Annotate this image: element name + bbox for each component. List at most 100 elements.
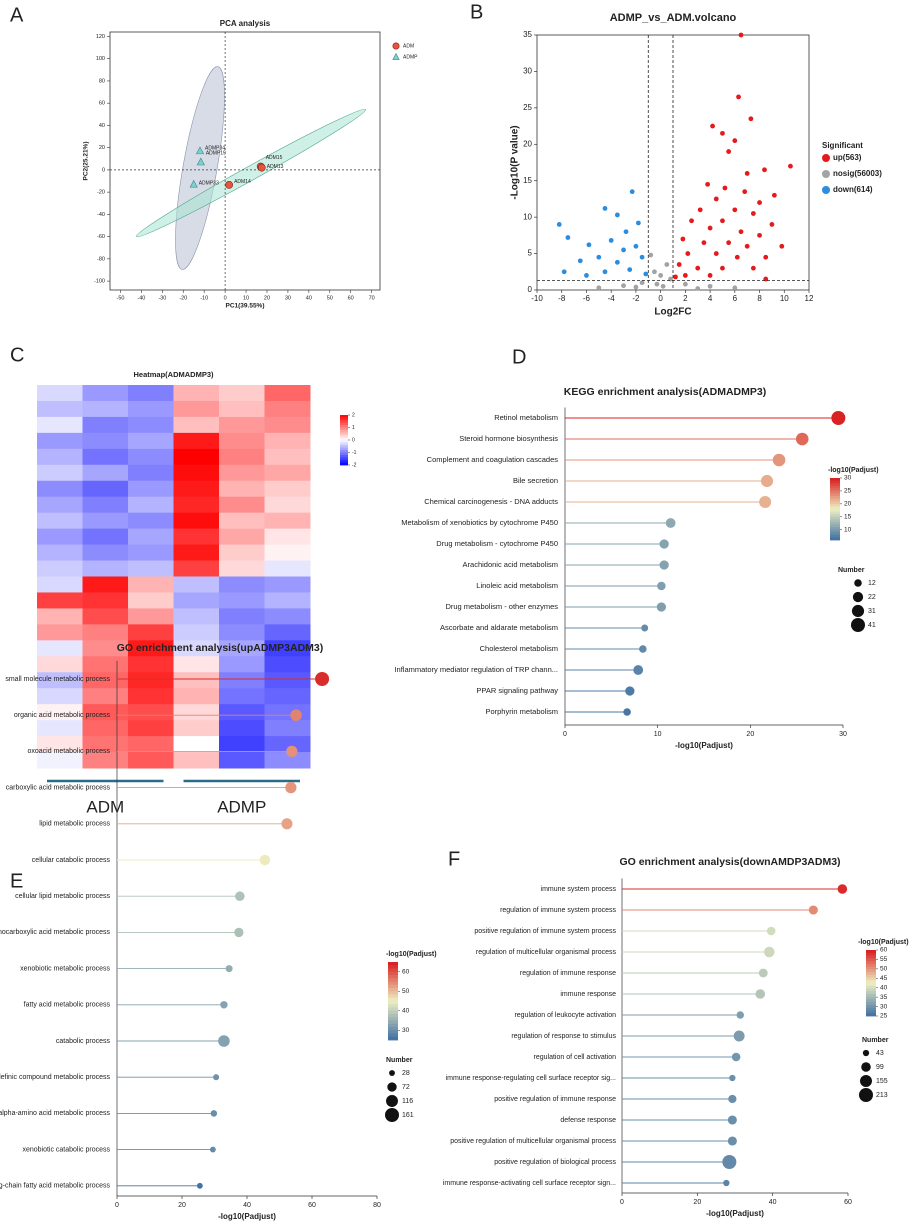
colorbar-segment: [866, 977, 876, 981]
category-label: lipid metabolic process: [39, 821, 110, 828]
colorbar-segment: [866, 1002, 876, 1006]
heatmap-cell: [219, 752, 265, 769]
y-tick-label: 15: [523, 176, 532, 185]
category-label: Porphyrin metabolism: [485, 707, 558, 716]
panel-letter: D: [512, 346, 526, 368]
heatmap-cell: [264, 656, 311, 673]
chart-title: GO enrichment analysis(upADMP3ADM3): [117, 642, 324, 654]
category-label: olefinic compound metabolic process: [0, 1074, 110, 1081]
colorbar-segment: [866, 994, 876, 998]
colorbar-segment: [866, 1010, 876, 1014]
category-label: Drug metabolism - cytochrome P450: [436, 539, 558, 548]
colorbar-segment: [388, 1030, 398, 1034]
x-axis-label: Log2FC: [654, 307, 691, 318]
heatmap-cell: [37, 448, 83, 466]
chart-title: GO enrichment analysis(downAMDP3ADM3): [619, 856, 840, 868]
heatmap-cell: [264, 416, 311, 434]
colorbar-segment: [830, 509, 840, 512]
lollipop-dot: [758, 968, 768, 978]
point: [734, 254, 740, 260]
point: [744, 243, 750, 249]
heatmap-cell: [128, 512, 174, 530]
colorbar-segment: [866, 966, 876, 970]
point-label: ADM14: [234, 179, 251, 185]
point: [660, 283, 666, 289]
point: [652, 269, 657, 275]
category-label: monocarboxylic acid metabolic process: [0, 929, 110, 936]
colorbar-segment: [866, 1007, 876, 1011]
heatmap-cell: [37, 736, 83, 753]
point: [695, 286, 701, 291]
x-tick-label: 60: [844, 1199, 852, 1206]
x-tick-label: 60: [308, 1202, 316, 1209]
legend-label: up(563): [833, 153, 862, 162]
heatmap-cell: [37, 672, 83, 689]
colorbar-segment: [340, 427, 348, 431]
heatmap-cell: [37, 656, 83, 673]
point: [664, 262, 670, 267]
heatmap-cell: [82, 592, 129, 609]
colorbar-tick-label: -2: [352, 462, 357, 468]
heatmap-cell: [219, 448, 265, 466]
group-label: ADMP: [217, 797, 266, 816]
category-label: oxoacid metabolic process: [28, 748, 111, 755]
heatmap-cell: [219, 416, 265, 434]
point: [763, 254, 769, 260]
heatmap-cell: [82, 656, 129, 673]
category-label: immune response: [560, 991, 616, 998]
category-label: positive regulation of multicellular org…: [450, 1138, 616, 1145]
colorbar-segment: [866, 969, 876, 973]
point: [695, 265, 701, 271]
colorbar-segment: [388, 962, 398, 966]
y-tick-label: 20: [99, 145, 105, 151]
colorbar-segment: [866, 980, 876, 984]
heatmap-cell: [173, 720, 220, 737]
lollipop-dot: [218, 1035, 230, 1047]
colorbar-segment: [388, 988, 398, 992]
point: [769, 222, 775, 227]
lollipop-dot: [659, 539, 669, 549]
heatmap-cell: [82, 385, 129, 402]
point: [623, 229, 629, 235]
point: [614, 259, 620, 265]
colorbar-segment: [388, 965, 398, 969]
confidence-ellipse: [136, 108, 366, 238]
colorbar-segment: [388, 1010, 398, 1015]
size-legend-label: 28: [402, 1070, 410, 1077]
lollipop-dot: [220, 1001, 228, 1009]
colorbar-segment: [388, 1017, 398, 1021]
colorbar-segment: [388, 1033, 398, 1038]
point: [771, 192, 777, 198]
lollipop-dot: [225, 965, 233, 973]
size-legend-title: Number: [862, 1037, 889, 1044]
colorbar-tick-label: -1: [352, 450, 357, 456]
colorbar-segment: [866, 974, 876, 978]
heatmap-cell: [82, 544, 129, 562]
x-tick-label: -30: [158, 295, 166, 301]
heatmap-cell: [173, 688, 220, 705]
category-label: carboxylic acid metabolic process: [6, 784, 111, 791]
colorbar-segment: [340, 417, 348, 421]
heatmap-cell: [82, 480, 129, 498]
point: [614, 212, 620, 218]
colorbar-tick-label: 60: [880, 947, 888, 954]
point: [680, 236, 686, 242]
category-label: Cholesterol metabolism: [480, 644, 558, 653]
heatmap-cell: [82, 496, 129, 514]
point: [720, 130, 725, 136]
category-label: xenobiotic catabolic process: [22, 1146, 110, 1153]
point: [750, 265, 756, 271]
x-tick-label: -10: [531, 294, 543, 303]
point: [788, 163, 793, 169]
category-label: catabolic process: [56, 1038, 111, 1045]
heatmap-cell: [128, 385, 174, 402]
colorbar-tick-label: 35: [880, 994, 888, 1001]
lollipop-dot: [623, 708, 631, 716]
point: [685, 251, 691, 256]
x-tick-label: 10: [780, 294, 789, 303]
x-tick-label: 0: [563, 731, 567, 738]
lollipop-dot: [235, 891, 245, 901]
point: [654, 281, 660, 287]
point: [738, 32, 744, 38]
y-tick-label: -80: [97, 256, 105, 262]
